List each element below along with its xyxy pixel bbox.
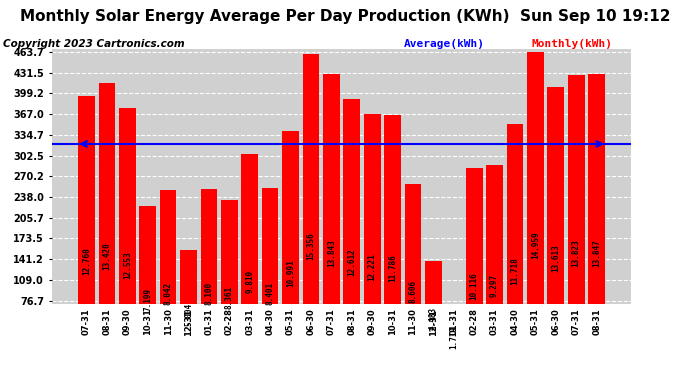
Text: 12.760: 12.760 <box>82 247 91 275</box>
Bar <box>139 207 156 350</box>
Text: 13.843: 13.843 <box>327 240 336 267</box>
Bar <box>323 74 339 350</box>
Bar <box>466 168 482 350</box>
Bar <box>201 189 217 350</box>
Text: 14.959: 14.959 <box>531 232 540 260</box>
Bar <box>221 200 237 350</box>
Bar <box>547 87 564 350</box>
Bar <box>527 52 544 350</box>
Text: 4.483: 4.483 <box>429 307 438 330</box>
Text: 15.356: 15.356 <box>306 232 315 260</box>
Text: Copyright 2023 Cartronics.com: Copyright 2023 Cartronics.com <box>3 39 185 50</box>
Text: 10.116: 10.116 <box>470 272 479 300</box>
Bar <box>180 250 197 350</box>
Text: 9.810: 9.810 <box>245 270 254 293</box>
Bar <box>404 184 422 350</box>
Bar <box>344 99 360 350</box>
Text: 8.401: 8.401 <box>266 282 275 305</box>
Text: 11.718: 11.718 <box>511 257 520 285</box>
Text: Average(kWh): Average(kWh) <box>404 39 484 50</box>
Bar <box>446 316 462 350</box>
Bar <box>78 96 95 350</box>
Text: 13.613: 13.613 <box>551 244 560 272</box>
Text: Monthly Solar Energy Average Per Day Production (KWh)  Sun Sep 10 19:12: Monthly Solar Energy Average Per Day Pro… <box>20 9 670 24</box>
Text: 8.100: 8.100 <box>204 282 213 305</box>
Bar <box>568 75 584 350</box>
Text: 13.823: 13.823 <box>572 240 581 267</box>
Bar <box>282 131 299 350</box>
Text: 12.221: 12.221 <box>368 254 377 281</box>
Bar <box>506 124 524 350</box>
Bar <box>589 74 605 350</box>
Bar <box>425 261 442 350</box>
Text: 12.612: 12.612 <box>347 248 356 276</box>
Text: 8.361: 8.361 <box>225 286 234 309</box>
Bar <box>262 188 279 350</box>
Text: 320.462: 320.462 <box>592 100 601 134</box>
Text: 13.847: 13.847 <box>592 239 601 267</box>
Text: 10.991: 10.991 <box>286 260 295 287</box>
Text: 13.420: 13.420 <box>102 243 111 270</box>
Text: 8.606: 8.606 <box>408 280 417 303</box>
Text: 12.553: 12.553 <box>123 251 132 279</box>
Text: 7.199: 7.199 <box>144 288 152 311</box>
Bar <box>99 83 115 350</box>
Bar <box>486 165 503 350</box>
Bar <box>159 190 177 350</box>
Bar <box>384 115 401 350</box>
Text: 11.786: 11.786 <box>388 254 397 282</box>
Bar <box>241 154 258 350</box>
Bar <box>303 54 319 350</box>
Bar <box>119 108 136 350</box>
Text: 8.042: 8.042 <box>164 282 172 305</box>
Bar <box>364 114 380 350</box>
Text: 320.462: 320.462 <box>82 100 91 134</box>
Text: 5.004: 5.004 <box>184 303 193 327</box>
Text: 9.297: 9.297 <box>490 273 499 297</box>
Text: Monthly(kWh): Monthly(kWh) <box>531 39 612 50</box>
Text: 1.719: 1.719 <box>449 326 458 350</box>
